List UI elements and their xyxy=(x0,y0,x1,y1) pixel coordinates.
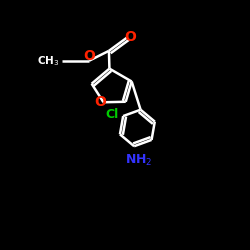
Text: O: O xyxy=(94,95,106,109)
Text: NH$_2$: NH$_2$ xyxy=(125,152,152,168)
Text: O: O xyxy=(83,49,95,63)
Text: O: O xyxy=(124,30,136,44)
Text: Cl: Cl xyxy=(106,108,119,121)
Text: CH$_3$: CH$_3$ xyxy=(37,54,60,68)
